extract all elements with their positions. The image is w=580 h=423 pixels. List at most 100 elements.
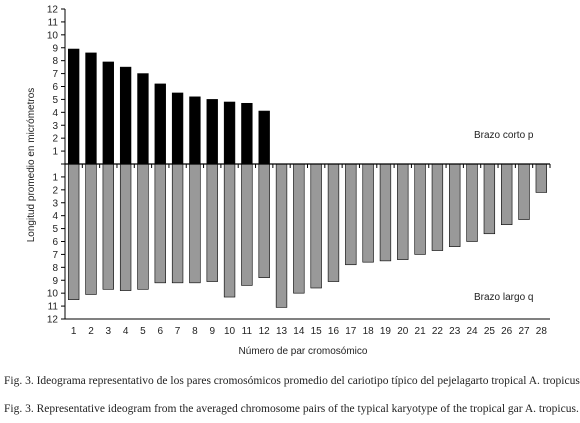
bar-short-arm-7 [171, 92, 184, 165]
bar-long-arm-17 [345, 163, 357, 266]
bar-long-arm-7 [171, 163, 184, 284]
bar-short-arm-11 [241, 102, 253, 165]
x-tick-label-2: 2 [88, 326, 94, 337]
caption-english: Fig. 3. Representative ideogram from the… [4, 403, 579, 415]
bars-group [67, 48, 548, 308]
bar-long-arm-19 [379, 163, 392, 262]
bar-long-arm-27 [518, 163, 530, 220]
y-tick-label: 9 [52, 43, 58, 54]
y-axis-label: Longitud promedio en micrómetros [26, 88, 37, 243]
x-tick-label-28: 28 [536, 326, 548, 337]
y-tick-label: 3 [52, 198, 58, 209]
bar-long-arm-9 [206, 163, 218, 282]
y-tick-label: 1 [52, 147, 58, 158]
bar-short-arm-5 [137, 73, 149, 165]
x-tick-label-15: 15 [311, 326, 323, 337]
x-tick-label-13: 13 [276, 326, 288, 337]
x-ticks-group: 1 2 3 4 5 6 7 8 9 10 11 12 13 14 15 16 17 18 19 20 21 22 23 24 2… [71, 326, 547, 337]
bar-long-arm-18 [362, 163, 374, 263]
bar-short-arm-9 [206, 99, 218, 165]
y-tick-label: 12 [47, 315, 59, 326]
bar-long-arm-25 [483, 163, 496, 235]
bar-long-arm-5 [137, 163, 149, 290]
x-tick-label-1: 1 [71, 326, 77, 337]
y-tick-label: 10 [47, 30, 59, 41]
caption-spanish: Fig. 3. Ideograma representativo de los … [4, 375, 580, 387]
y-tick-label: 9 [52, 276, 58, 287]
x-tick-label-20: 20 [397, 326, 409, 337]
x-tick-label-6: 6 [157, 326, 163, 337]
bar-short-arm-4 [119, 66, 132, 165]
annotation-long-arm: Brazo largo q [474, 292, 533, 303]
x-tick-label-5: 5 [140, 326, 146, 337]
bar-long-arm-16 [327, 163, 340, 282]
x-tick-label-4: 4 [123, 326, 129, 337]
bar-long-arm-4 [119, 163, 132, 291]
bar-long-arm-10 [223, 163, 236, 298]
bar-long-arm-6 [154, 163, 166, 284]
y-tick-label: 5 [52, 224, 58, 235]
x-tick-label-8: 8 [192, 326, 198, 337]
y-tick-label: 7 [52, 69, 58, 80]
y-tick-label: 6 [52, 237, 58, 248]
x-tick-label-26: 26 [501, 326, 513, 337]
bar-short-arm-1 [67, 48, 80, 165]
x-tick-label-24: 24 [466, 326, 478, 337]
x-tick-label-3: 3 [106, 326, 112, 337]
bar-long-arm-14 [293, 163, 305, 294]
y-tick-label: 8 [52, 263, 58, 274]
bar-long-arm-2 [85, 163, 97, 295]
x-tick-label-19: 19 [380, 326, 392, 337]
x-tick-label-16: 16 [328, 326, 340, 337]
x-tick-label-17: 17 [345, 326, 357, 337]
bar-long-arm-8 [189, 163, 201, 284]
bar-short-arm-8 [189, 96, 201, 165]
y-tick-label: 12 [47, 5, 59, 16]
x-tick-label-14: 14 [293, 326, 305, 337]
y-tick-label: 2 [52, 185, 58, 196]
y-tick-label: 1 [52, 172, 58, 183]
x-tick-label-23: 23 [449, 326, 461, 337]
bar-short-arm-3 [102, 61, 114, 165]
bar-short-arm-2 [85, 52, 97, 165]
bar-short-arm-12 [258, 110, 270, 165]
bar-long-arm-1 [67, 163, 80, 300]
x-tick-label-9: 9 [209, 326, 215, 337]
y-tick-label: 3 [52, 121, 58, 132]
y-tick-label: 7 [52, 250, 58, 261]
bar-long-arm-26 [501, 163, 513, 226]
bar-long-arm-15 [310, 163, 322, 289]
x-tick-label-11: 11 [242, 326, 253, 337]
x-tick-label-22: 22 [432, 326, 444, 337]
bar-long-arm-11 [241, 163, 253, 286]
x-axis-label: Número de par cromosómico [239, 346, 368, 357]
x-tick-label-12: 12 [259, 326, 271, 337]
y-tick-label: 11 [48, 17, 59, 28]
bar-long-arm-13 [275, 163, 288, 308]
y-tick-label: 8 [52, 56, 58, 67]
y-tick-label: 6 [52, 82, 58, 93]
bar-long-arm-20 [397, 163, 409, 260]
y-tick-label: 10 [47, 289, 59, 300]
x-tick-label-27: 27 [518, 326, 530, 337]
y-tick-label: 5 [52, 95, 58, 106]
bar-long-arm-24 [466, 163, 478, 242]
x-tick-label-7: 7 [175, 326, 181, 337]
y-tick-label: 11 [48, 302, 59, 313]
bar-long-arm-21 [414, 163, 426, 255]
bar-long-arm-22 [431, 163, 444, 251]
bar-short-arm-6 [154, 83, 166, 165]
y-tick-label: 2 [52, 134, 58, 145]
bar-long-arm-12 [258, 163, 270, 278]
bar-short-arm-10 [223, 101, 236, 165]
x-tick-label-25: 25 [484, 326, 496, 337]
x-tick-label-10: 10 [224, 326, 236, 337]
bar-long-arm-3 [102, 163, 114, 290]
annotation-short-arm: Brazo corto p [474, 130, 534, 141]
bar-long-arm-23 [449, 163, 461, 247]
y-tick-label: 4 [52, 211, 58, 222]
bar-long-arm-28 [535, 163, 548, 193]
x-tick-label-18: 18 [363, 326, 375, 337]
